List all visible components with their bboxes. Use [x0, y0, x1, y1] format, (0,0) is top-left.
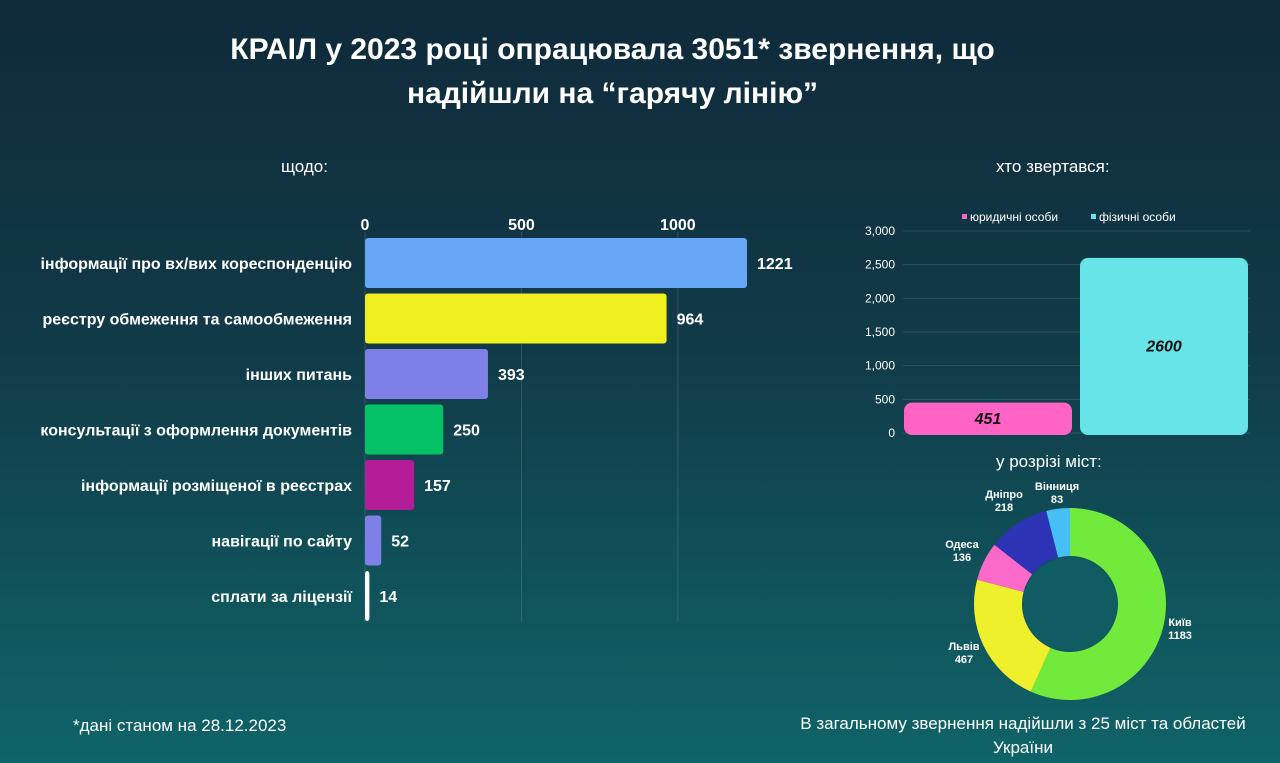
legend-swatch: [962, 214, 967, 219]
column-bar: [1080, 257, 1248, 435]
bar: [365, 515, 382, 566]
bar: [365, 238, 747, 288]
slice-name-label: Дніпро: [985, 489, 1023, 501]
bar-value-label: 1221: [757, 256, 793, 273]
slice-value-label: 136: [953, 552, 971, 564]
slice-name-label: Вінниця: [1035, 481, 1079, 493]
bar-value-label: 964: [677, 312, 704, 329]
total-note: В загальному звернення надійшли з 25 міс…: [800, 714, 1246, 757]
bar: [365, 404, 444, 455]
bar-category-label: інформації про вх/вих кореспонденцію: [40, 256, 352, 273]
title-line-1: КРАІЛ у 2023 році опрацювала 3051* зверн…: [230, 33, 995, 66]
y-tick-label: 3,000: [865, 224, 895, 238]
y-tick-label: 2,000: [865, 291, 895, 305]
bar-category-label: реєстру обмеження та самообмеження: [43, 312, 353, 329]
x-tick-label: 1000: [660, 217, 696, 234]
page-title: КРАІЛ у 2023 році опрацювала 3051* зверн…: [0, 28, 1225, 116]
footnote: *дані станом на 28.12.2023: [73, 716, 287, 735]
bar-category-label: інших питань: [246, 367, 353, 384]
slice-value-label: 83: [1051, 494, 1063, 506]
slice-value-label: 218: [995, 502, 1013, 514]
legend-label: юридичні особи: [970, 210, 1058, 224]
bar-category-label: інформації розміщеної в реєстрах: [81, 478, 352, 495]
bar-category-label: навігації по сайту: [212, 534, 353, 551]
slice-name-label: Львів: [948, 641, 979, 653]
topics-heading: щодо:: [281, 157, 328, 176]
donut-slice: [1030, 508, 1166, 700]
column-value-label: 451: [974, 411, 1002, 428]
y-tick-label: 500: [875, 392, 895, 406]
y-tick-label: 2,500: [865, 258, 895, 272]
legend-swatch: [1091, 214, 1096, 219]
donut-hole: [1023, 557, 1117, 651]
bar-value-label: 52: [391, 534, 409, 551]
bar-value-label: 14: [379, 589, 397, 606]
donut-slice: [1046, 508, 1070, 558]
bar-category-label: консультації з оформлення документів: [40, 423, 352, 440]
slice-name-label: Київ: [1168, 617, 1192, 629]
donut-slice: [994, 510, 1059, 575]
x-tick-label: 0: [361, 217, 370, 234]
y-tick-label: 0: [888, 426, 895, 440]
slice-value-label: 467: [955, 654, 973, 666]
bar-value-label: 393: [498, 367, 525, 384]
bar: [365, 460, 415, 510]
bar: [365, 349, 488, 399]
donut-slice: [977, 544, 1033, 592]
cities-heading: у розрізі міст:: [996, 452, 1102, 471]
legend-label: фізичні особи: [1099, 210, 1176, 224]
applicants-heading: хто звертався:: [996, 157, 1110, 176]
bar: [365, 293, 667, 344]
y-tick-label: 1,500: [865, 325, 895, 339]
x-tick-label: 500: [508, 217, 535, 234]
y-tick-label: 1,000: [865, 359, 895, 373]
bar-value-label: 157: [424, 478, 451, 495]
slice-value-label: 1183: [1168, 630, 1192, 642]
donut-slice: [974, 579, 1051, 692]
applicants-column-chart: юридичні особи фізичні особи 0 500 1,000 1,50…: [865, 210, 1250, 440]
title-line-2: надійшли на “гарячу лінію”: [406, 77, 819, 110]
topics-bar-chart: 0 500 1000 інформації про вх/вих кореспонде…: [40, 217, 793, 622]
column-bar: [904, 402, 1072, 435]
bar-value-label: 250: [453, 423, 480, 440]
slice-name-label: Одеса: [945, 539, 979, 551]
column-value-label: 2600: [1145, 338, 1182, 355]
bar: [365, 571, 370, 621]
bar-category-label: сплати за ліцензії: [211, 589, 352, 606]
